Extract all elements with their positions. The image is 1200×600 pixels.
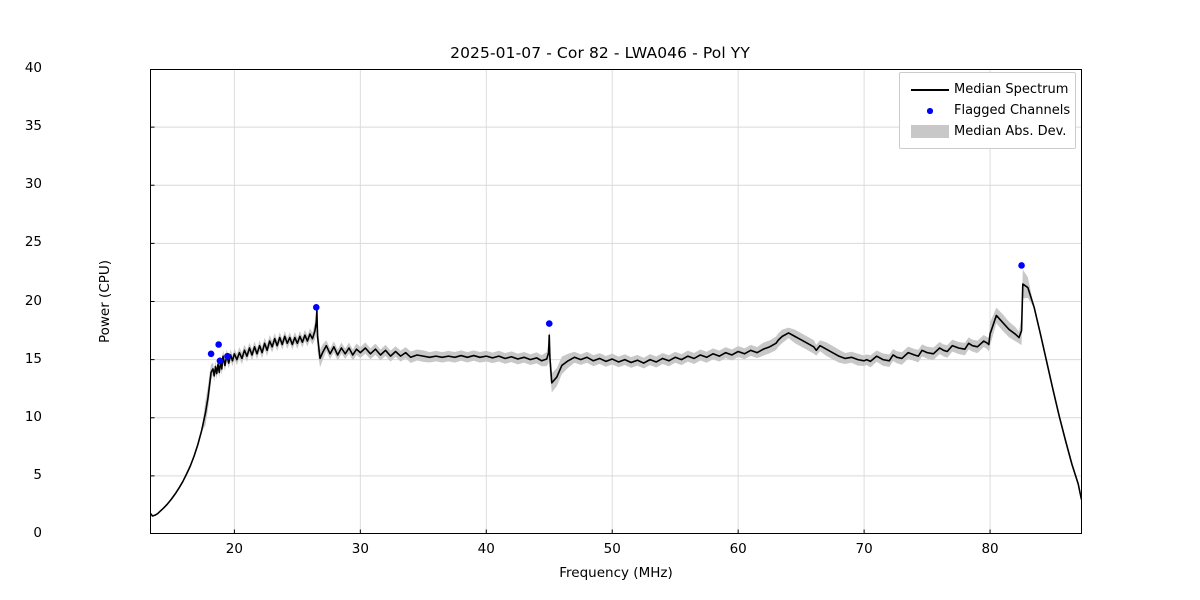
- flagged-channel-point: [1018, 262, 1025, 269]
- y-tick-label: 40: [24, 60, 42, 76]
- x-tick-label: 30: [351, 541, 369, 557]
- x-tick-label: 50: [603, 541, 621, 557]
- y-tick-label: 10: [24, 408, 42, 425]
- flagged-channel-point: [216, 357, 224, 365]
- y-tick-label: 35: [24, 118, 42, 135]
- legend-item-median-abs-dev: Median Abs. Dev.: [908, 121, 1067, 142]
- x-tick-label: 20: [225, 541, 243, 557]
- legend-label-median-spectrum: Median Spectrum: [954, 82, 1069, 97]
- flagged-channel-point: [312, 304, 320, 311]
- spectrum-plot-svg: [150, 69, 1082, 534]
- flagged-channel-point: [207, 350, 215, 358]
- plot-title: 2025-01-07 - Cor 82 - LWA046 - Pol YY: [450, 44, 750, 62]
- y-tick-label: 0: [33, 525, 42, 541]
- legend-dot-swatch: [908, 100, 952, 121]
- flagged-channel-points: [207, 262, 1025, 365]
- legend-label-flagged-channels: Flagged Channels: [954, 103, 1071, 118]
- legend-line-swatch: [908, 79, 952, 100]
- median-spectrum-line: [150, 283, 1082, 517]
- flagged-channel-point: [545, 320, 553, 327]
- median-abs-dev-band: [150, 269, 1082, 517]
- legend-item-median-spectrum: Median Spectrum: [908, 79, 1069, 100]
- y-tick-label: 20: [24, 292, 42, 309]
- legend-label-median-abs-dev: Median Abs. Dev.: [954, 124, 1067, 139]
- flagged-channel-point: [215, 341, 222, 348]
- x-tick-label: 80: [981, 541, 999, 557]
- x-axis-label: Frequency (MHz): [559, 565, 673, 581]
- y-axis-label: Power (CPU): [97, 259, 113, 344]
- y-tick-label: 5: [33, 466, 42, 483]
- flagged-channel-point: [224, 352, 231, 360]
- legend-item-flagged-channels: Flagged Channels: [908, 100, 1071, 121]
- legend-patch-swatch: [908, 121, 952, 142]
- y-tick-label: 30: [24, 176, 42, 193]
- x-tick-label: 40: [477, 541, 495, 557]
- y-tick-label: 25: [24, 234, 42, 251]
- x-tick-label: 60: [729, 541, 747, 557]
- legend: Median Spectrum Flagged Channels Median …: [899, 72, 1076, 149]
- y-tick-label: 15: [24, 350, 42, 367]
- x-tick-label: 70: [855, 541, 873, 557]
